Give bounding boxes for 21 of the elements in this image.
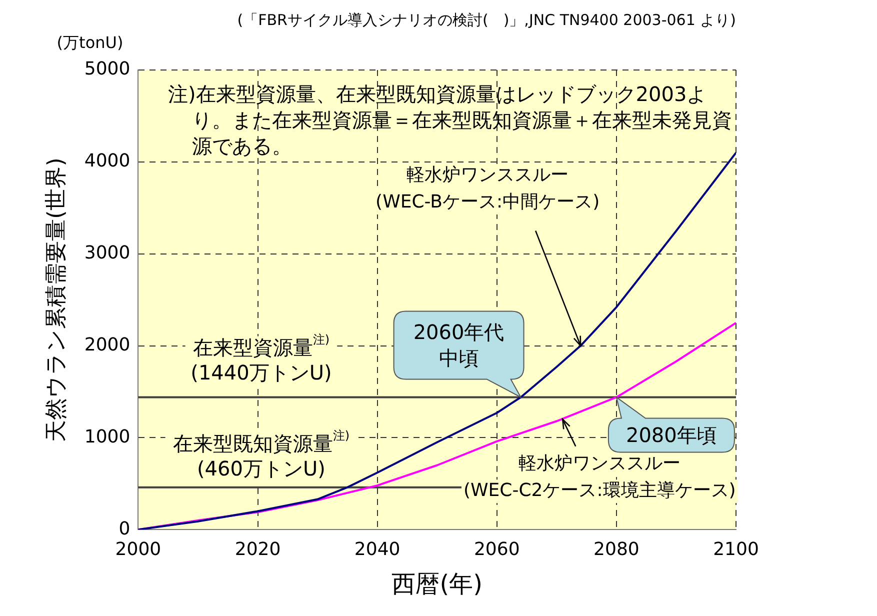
x-tick-label: 2060 [474,539,520,560]
y-tick-label: 3000 [84,242,130,264]
y-tick-label: 4000 [84,150,130,172]
annotation: 軽水炉ワンススルー (WEC-Bケース:中間ケース) [376,164,600,212]
chart-title: (「FBRサイクル導入シナリオの検討( )」,JNC TN9400 2003-061 より) [237,10,736,29]
annotation: 2060年代中頃 [413,320,504,370]
y-tick-label: 1000 [84,426,130,448]
y-tick-label: 2000 [84,334,130,356]
x-tick-label: 2040 [354,539,400,560]
annotation: 軽水炉ワンススルー (WEC-C2ケース:環境主導ケース) [463,452,736,501]
x-tick-label: 2000 [115,539,162,560]
annotation: 注)在来型資源量、在来型既知資源量はレッドブック2003より。また在来型資源量＝在来型既知資源量＋在来型未発見資源である。 [168,82,732,158]
y-tick-label: 0 [118,518,130,540]
x-tick-label: 2100 [713,539,759,560]
y-tick-label: 5000 [84,58,130,80]
annotation: 2080年頃 [626,423,717,448]
x-tick-label: 2080 [594,539,640,560]
x-axis-title: 西暦(年) [392,570,482,598]
x-tick-label: 2020 [234,539,281,560]
text: (万tonU) [56,33,124,52]
y-axis-title: 天然ウラン累積需要量(世界) [44,158,69,442]
